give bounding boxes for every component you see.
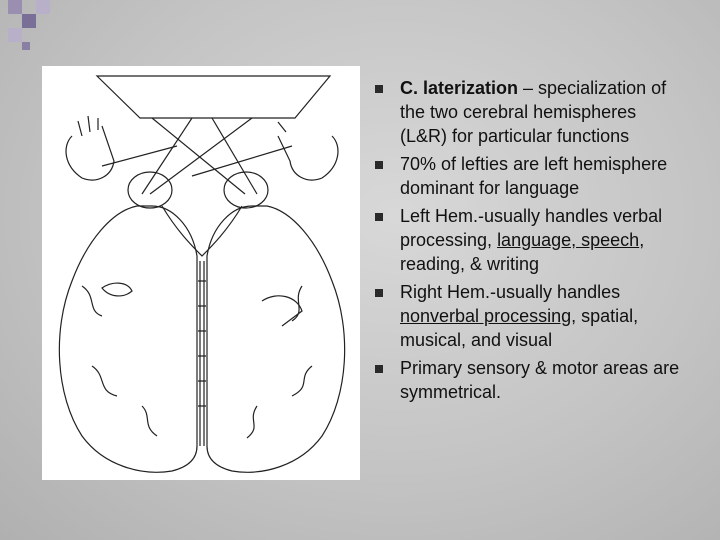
right-hand	[277, 121, 339, 181]
left-hand	[65, 115, 115, 181]
bullet-item: Right Hem.-usually handles nonverbal pro…	[372, 280, 686, 352]
eye-icon	[101, 282, 133, 297]
decoration	[8, 28, 22, 42]
bullet-item: Primary sensory & motor areas are symmet…	[372, 356, 686, 404]
eye	[127, 171, 173, 209]
bullet-marker	[375, 213, 383, 221]
decoration	[22, 14, 36, 28]
bullet-text: Left Hem.-usually handles verbal process…	[400, 206, 663, 250]
bullet-text: nonverbal processing	[400, 306, 572, 326]
optic-line	[141, 117, 193, 195]
optic-line	[211, 117, 258, 195]
left-hemisphere	[58, 205, 198, 473]
hand-icon	[261, 295, 303, 327]
bullet-item: C. laterization – specialization of the …	[372, 76, 686, 148]
optic-chiasm	[161, 205, 243, 257]
bullet-text: Right Hem.-usually handles	[400, 282, 621, 302]
corpus-callosum	[198, 261, 206, 446]
decoration	[22, 42, 30, 50]
brain-figure	[42, 66, 360, 480]
decoration	[8, 0, 22, 14]
bullet-text: , reading, & writing	[400, 230, 645, 274]
bullet-text: Primary sensory & motor areas are symmet…	[400, 358, 680, 402]
decoration	[36, 0, 50, 14]
bullet-text: , spatial, musical, and visual	[400, 306, 639, 350]
eye	[223, 171, 269, 209]
optic-line	[149, 117, 253, 195]
bullet-text: C. laterization	[400, 78, 519, 98]
optic-line	[191, 145, 293, 177]
optic-line	[151, 117, 246, 195]
bullet-marker	[375, 365, 383, 373]
optic-line	[101, 145, 178, 167]
visual-field-box	[95, 75, 332, 119]
bullet-text: language, speech	[497, 230, 640, 250]
bullet-item: 70% of lefties are left hemisphere domin…	[372, 152, 686, 200]
bullet-item: Left Hem.-usually handles verbal process…	[372, 204, 686, 276]
bullet-marker	[375, 289, 383, 297]
bullet-marker	[375, 161, 383, 169]
bullet-marker	[375, 85, 383, 93]
right-hemisphere	[206, 205, 346, 473]
bullet-text: 70% of lefties are left hemisphere domin…	[400, 154, 668, 198]
bullet-text: – specialization of the two cerebral hem…	[400, 78, 667, 146]
bullet-list: C. laterization – specialization of the …	[372, 76, 692, 408]
